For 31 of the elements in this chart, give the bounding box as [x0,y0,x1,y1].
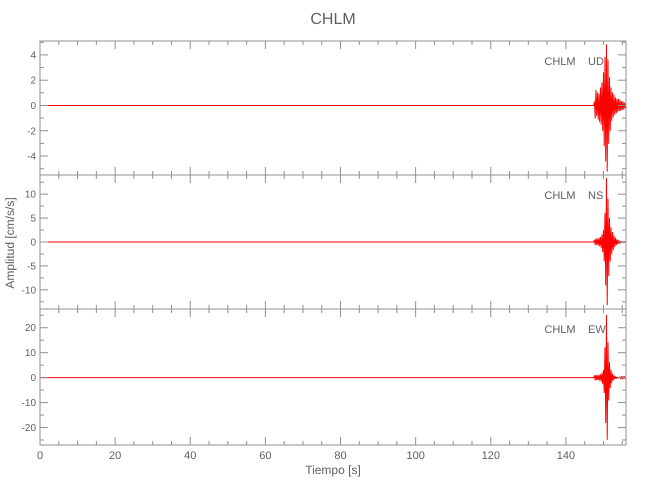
y-tick-label: 10 [24,348,36,360]
annotation: NS [588,190,604,202]
annotation: CHLM [544,324,576,336]
y-tick-label: 5 [30,214,36,225]
y-tick-label: 2 [30,76,36,87]
chart-title: CHLM [310,11,356,28]
y-tick-label: -10 [22,285,36,296]
y-axis-title: Amplitud [cm/s/s] [3,197,17,289]
x-tick-label: 120 [482,450,500,462]
y-tick-label: -4 [27,152,36,163]
annotation: CHLM [544,190,576,202]
annotation: UD [588,56,604,68]
annotation: CHLM [544,56,576,68]
y-tick-label: 0 [30,100,36,112]
x-tick-label: 100 [406,450,425,462]
x-tick-label: 60 [259,450,272,462]
annotation: EW [588,324,606,336]
x-axis-title: Tiempo [s] [305,463,361,477]
y-tick-label: -5 [27,261,36,272]
y-tick-label: -20 [22,423,36,434]
y-tick-label: 0 [30,238,36,248]
x-tick-label: 40 [184,450,196,462]
y-tick-label: -2 [27,126,36,138]
x-tick-label: 80 [334,450,347,462]
x-tick-label: 140 [556,450,576,462]
x-tick-label: 20 [109,450,122,462]
y-tick-label: -10 [22,398,36,410]
y-tick-label: 10 [24,190,36,201]
y-tick-label: 20 [24,323,36,334]
y-tick-label: 0 [30,373,36,384]
y-tick-label: 4 [30,50,36,62]
